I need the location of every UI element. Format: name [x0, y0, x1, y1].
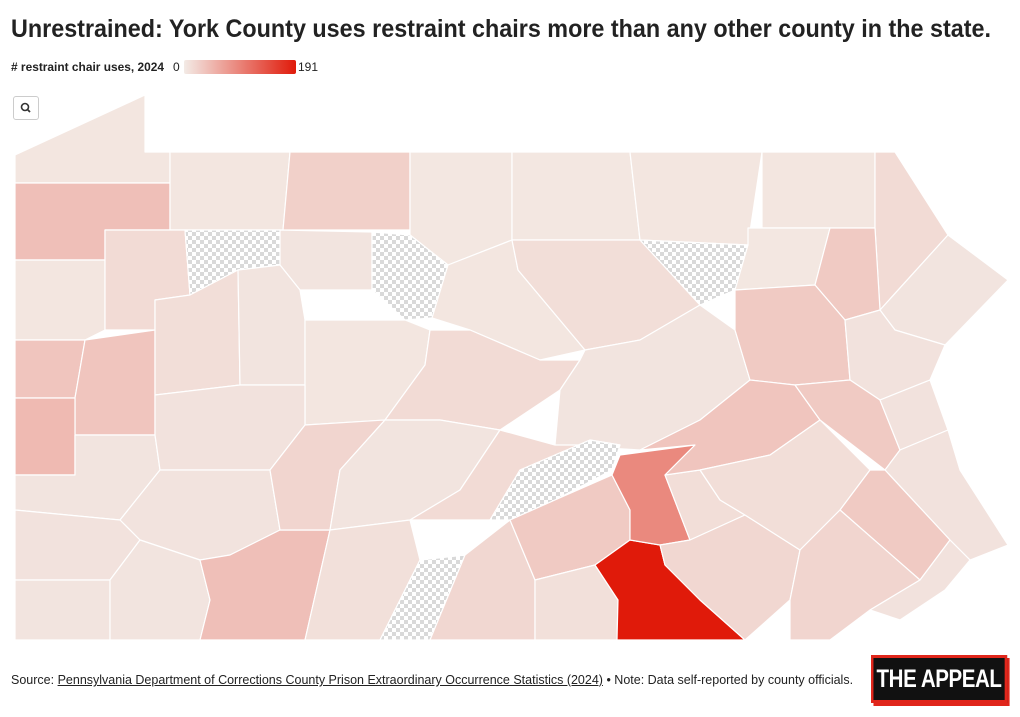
source-prefix: Source: [11, 673, 55, 687]
county[interactable] [869, 539, 971, 621]
county[interactable] [384, 329, 581, 431]
county[interactable] [761, 151, 876, 229]
county[interactable] [282, 151, 411, 231]
zoom-button[interactable] [13, 96, 39, 120]
footer: Source: Pennsylvania Department of Corre… [11, 673, 853, 687]
county-layer [14, 94, 1009, 641]
county[interactable] [629, 151, 763, 246]
footer-note: • Note: Data self-reported by county off… [606, 673, 854, 687]
legend-title: # restraint chair uses, 2024 [11, 60, 164, 74]
county[interactable] [511, 151, 641, 241]
search-icon [20, 102, 31, 113]
county[interactable] [14, 579, 111, 641]
county[interactable] [14, 339, 86, 399]
source-link[interactable]: Pennsylvania Department of Corrections C… [57, 673, 603, 687]
county[interactable] [74, 329, 156, 436]
logo: THE APPEAL [871, 655, 1008, 703]
chart-title: Unrestrained: York County uses restraint… [11, 15, 991, 43]
county[interactable] [279, 229, 373, 291]
county[interactable] [14, 397, 76, 476]
county[interactable] [14, 259, 106, 341]
legend-max-label: 191 [298, 60, 318, 74]
legend-scale [184, 60, 296, 74]
county[interactable] [237, 264, 306, 386]
legend-min-label: 0 [173, 60, 180, 74]
county[interactable] [169, 151, 291, 231]
county[interactable] [789, 509, 921, 641]
